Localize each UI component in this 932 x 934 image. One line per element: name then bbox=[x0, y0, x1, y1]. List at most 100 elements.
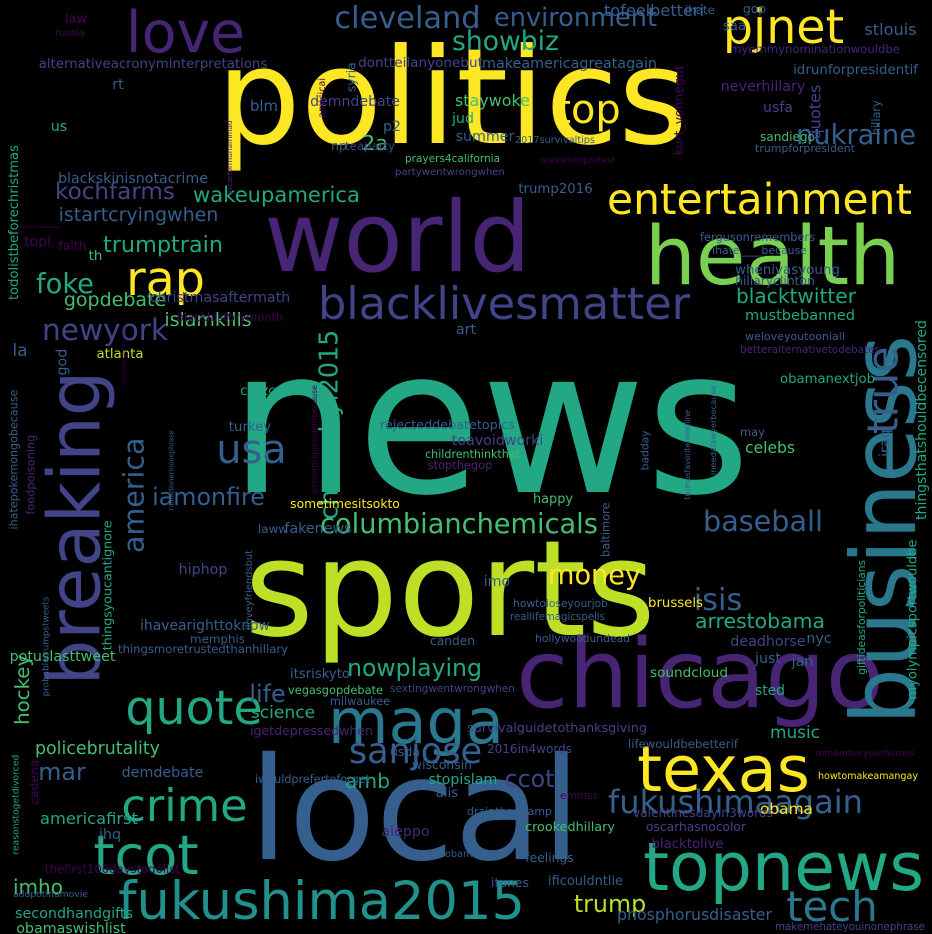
word-obama: obama bbox=[760, 800, 813, 819]
word-nowplaying: nowplaying bbox=[347, 653, 482, 682]
word-nukraine: nukraine bbox=[796, 120, 916, 152]
word-summer: summer bbox=[455, 129, 515, 146]
word-stopislam: stopislam bbox=[428, 772, 498, 789]
word-faith: faith bbox=[58, 239, 87, 254]
word-love: love bbox=[125, 0, 246, 66]
word-ihq: ihq bbox=[98, 827, 122, 844]
word-cleveland: cleveland bbox=[334, 0, 481, 36]
word-policebrutality: policebrutality bbox=[35, 739, 160, 760]
word-childrenthinkthat: childrenthinkthat bbox=[425, 447, 520, 461]
word-p2: p2 bbox=[383, 119, 401, 136]
word-obamagate: obamagate bbox=[445, 848, 500, 860]
word-usda: usda bbox=[390, 744, 420, 760]
word-entertainment: entertainment bbox=[607, 174, 912, 224]
word-foke: foke bbox=[36, 269, 94, 301]
word-badday: badday bbox=[638, 429, 652, 471]
word-imo: imo bbox=[483, 574, 511, 591]
word-world: world bbox=[264, 180, 531, 294]
word-wakeupamerica: wakeupamerica bbox=[193, 181, 360, 207]
word-reasonstogetdivorced: reasonstogetdivorced bbox=[10, 755, 22, 855]
word-amb: amb bbox=[345, 768, 390, 793]
word-dontteilanyonebut: dontteilanyonebut bbox=[358, 54, 483, 71]
word-idrunforpresidentif: idrunforpresidentif bbox=[793, 62, 918, 78]
word-wisconsin: wisconsin bbox=[412, 758, 472, 773]
word-draintheswamp: draintheswamp bbox=[466, 805, 552, 819]
word-gopdebate: gopdebate bbox=[63, 288, 167, 311]
word-news: news bbox=[229, 306, 751, 541]
word-blm: blm bbox=[250, 97, 278, 115]
word-hillary: hillary bbox=[868, 100, 883, 135]
word-iamonfire: iamonfire bbox=[152, 482, 265, 511]
word-secondhandgifts: secondhandgifts bbox=[15, 906, 133, 923]
word-deadhorse: deadhorse bbox=[730, 634, 806, 651]
word-kurt_vonnegut: kurt_vonnegut bbox=[670, 65, 686, 155]
word-politics: politics bbox=[216, 20, 688, 175]
word-hiphop: hiphop bbox=[178, 562, 228, 579]
word-teaparty: teaparty bbox=[345, 138, 395, 153]
word-isis: isis bbox=[693, 582, 743, 618]
word-cruzcrew: cruzcrew bbox=[240, 384, 300, 400]
word-rememberyourheroes: rememberyourheroes bbox=[815, 747, 915, 759]
word-true: true bbox=[858, 346, 909, 434]
word-thingsmoretrustedthanhillary: thingsmoretrustedthanhillary bbox=[118, 642, 288, 657]
word-sted: sted bbox=[755, 683, 785, 700]
word-atlanta: atlanta bbox=[96, 347, 144, 363]
word-tech: tech bbox=[786, 882, 878, 932]
word-makeamericagreatagain: makeamericagreatagain bbox=[481, 56, 658, 73]
word-potuslasttweet: potuslasttweet bbox=[9, 649, 116, 666]
word-christmasaftermath: christmasaftermath bbox=[149, 290, 291, 307]
word-la: la bbox=[12, 341, 28, 362]
word-sandiego: sandiego bbox=[760, 130, 815, 145]
word-fukushimaagain: fukushimaagain bbox=[608, 783, 863, 822]
word-2a: 2a bbox=[362, 130, 388, 155]
word-pjnet: pjnet bbox=[722, 0, 845, 56]
word-just: just bbox=[754, 651, 781, 668]
word-blacktolive: blacktolive bbox=[651, 837, 724, 853]
word-baseball: baseball bbox=[703, 503, 823, 538]
word-tcot: tcot bbox=[93, 824, 199, 888]
word-rap: rap bbox=[126, 252, 205, 308]
word-law: law bbox=[65, 12, 87, 28]
word-usa: usa bbox=[216, 427, 287, 474]
word-kochfarms: kochfarms bbox=[55, 178, 175, 205]
word-mustbebanned: mustbebanned bbox=[745, 306, 855, 324]
word-makemehateyouinonephrase: makemehateyouinonephrase bbox=[775, 921, 925, 934]
word-reasonstoprotest: reasonstoprotest bbox=[540, 155, 615, 166]
word-blackskinisnotacrime: blackskinisnotacrime bbox=[58, 171, 208, 188]
word-oscarhasnocolor: oscarhasnocolor bbox=[646, 820, 746, 835]
word-chicago: chicago bbox=[516, 619, 884, 730]
word-whenivasyoung: whenivasyoung bbox=[735, 262, 840, 278]
word-america: america bbox=[117, 437, 151, 553]
word-iamnotthepresidentbecause: iamnotthepresidentbecause bbox=[309, 385, 319, 495]
word-gop: gop bbox=[742, 2, 767, 17]
word-demdebate: demdebate bbox=[121, 765, 204, 782]
word-topl: topl bbox=[23, 234, 52, 251]
word-2017survivaltips: 2017survivaltips bbox=[515, 135, 595, 147]
word-demndebate: demndebate bbox=[310, 94, 400, 111]
word-americafirst: americafirst bbox=[40, 808, 138, 828]
word-toavoidworki: toavoidworki bbox=[451, 433, 544, 450]
word-addpotinamovie: addpotinamovie bbox=[13, 888, 88, 900]
word-igetdepressedwhen: igetdepressedwhen bbox=[250, 722, 373, 738]
word-trumpsfavoriteheadline: trumpsfavoriteheadline bbox=[683, 410, 693, 500]
word-fakenews: fakenews bbox=[284, 521, 352, 538]
word-texas: texas bbox=[637, 732, 810, 807]
word-maga: maga bbox=[328, 684, 504, 758]
word-th: th bbox=[88, 249, 103, 265]
word-amicicai: amicicai bbox=[316, 78, 328, 118]
word-local: local bbox=[248, 726, 582, 893]
word-fukushima2015: fukushima2015 bbox=[118, 870, 525, 932]
word-ihatepokemongobecause: ihatepokemongobecause bbox=[7, 390, 21, 530]
word-ificouldntlie: ificouldntlie bbox=[548, 874, 623, 890]
word-top: top bbox=[555, 87, 621, 134]
word-happy: happy bbox=[533, 492, 573, 508]
word-god: god bbox=[54, 349, 71, 376]
word-stlouis: stlouis bbox=[864, 20, 917, 40]
word-chernobyl2015: chernobyl2015 bbox=[312, 330, 343, 520]
word-neverhillary: neverhillary bbox=[720, 79, 806, 96]
word-obamaswishlist: obamaswishlist bbox=[16, 921, 126, 934]
word-alis: alis bbox=[435, 786, 459, 802]
word-jud: jud bbox=[451, 111, 475, 128]
word-oscarformuhammad: oscarformuhammad bbox=[224, 120, 234, 195]
word-art: art bbox=[455, 322, 477, 339]
